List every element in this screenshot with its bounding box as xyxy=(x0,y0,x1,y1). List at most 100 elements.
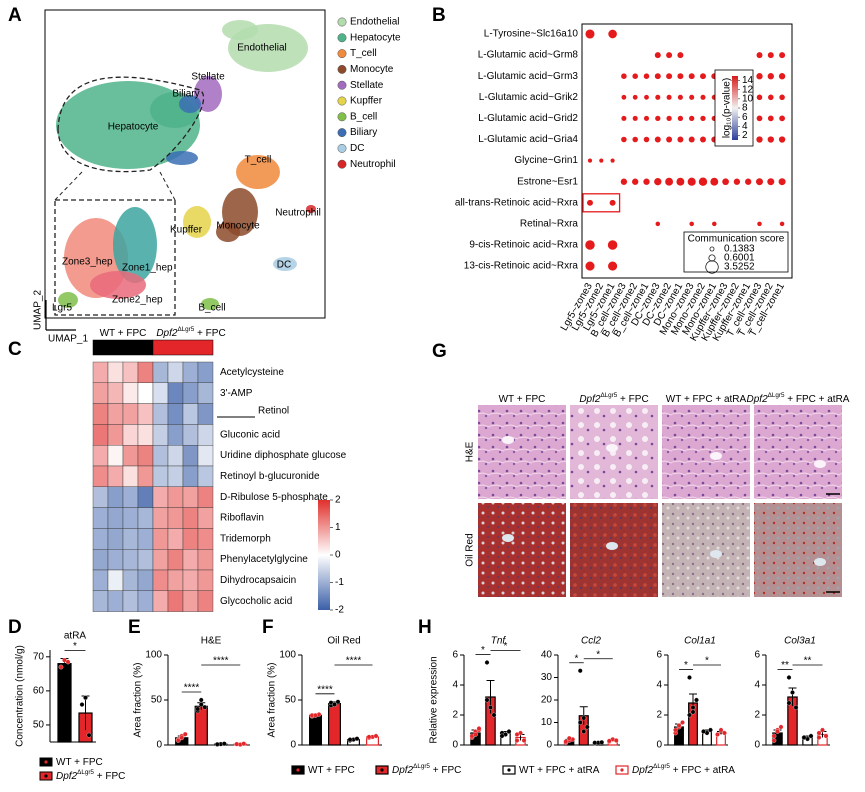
column-label: WT + FPC xyxy=(499,394,546,405)
chart-title: Ccl2 xyxy=(581,636,601,647)
row-label: D-Ribulose 5-phosphate xyxy=(220,492,328,503)
significance-label: * xyxy=(504,641,508,652)
colorbar-tick-label: 2 xyxy=(335,495,341,506)
heatmap-cell xyxy=(167,403,184,425)
data-point xyxy=(577,720,583,725)
heatmap-cell xyxy=(122,403,139,425)
data-point xyxy=(581,729,587,734)
dot xyxy=(608,29,617,39)
heatmap-cell xyxy=(92,382,109,404)
heatmap-cell xyxy=(107,507,124,529)
heatmap-cell xyxy=(167,445,184,467)
heatmap-cell xyxy=(137,590,154,612)
heatmap-cell xyxy=(197,445,214,467)
y-tick-label: 4 xyxy=(754,680,760,691)
legend-label-text: + FPC xyxy=(430,765,461,776)
heatmap-cell xyxy=(107,382,124,404)
legend-marker xyxy=(337,159,347,169)
heatmap-cell xyxy=(122,465,139,487)
legend-label: Dpf2ΔLgr5 + FPC xyxy=(56,769,125,782)
heatmap-cell xyxy=(167,465,184,487)
data-point xyxy=(506,729,512,734)
dot xyxy=(585,261,595,271)
dot xyxy=(607,240,618,250)
heatmap-cell xyxy=(107,361,124,383)
heatmap-cell xyxy=(107,590,124,612)
dot xyxy=(654,52,661,59)
column-label-text: + FPC xyxy=(617,394,648,405)
dot xyxy=(654,73,661,80)
cluster xyxy=(179,95,201,113)
dot xyxy=(778,178,786,186)
colorbar-tick-label: -2 xyxy=(335,605,344,616)
y-tick-label: 2 xyxy=(754,710,760,721)
zoom-lines xyxy=(54,171,176,201)
data-point xyxy=(577,668,583,674)
y-tick-label: 6 xyxy=(754,650,760,661)
data-point xyxy=(701,729,706,734)
significance-label: * xyxy=(73,641,77,652)
y-tick-label: 40 xyxy=(541,650,553,661)
heatmap-cell xyxy=(182,590,199,612)
legend-label: WT + FPC xyxy=(308,765,355,776)
row-label: 9-cis-Retinoic acid~Rxra xyxy=(469,240,578,251)
panel-label: B xyxy=(432,5,446,26)
data-point xyxy=(499,733,505,739)
dot xyxy=(655,115,661,122)
dot xyxy=(632,136,638,143)
column-label: WT + FPC + atRA xyxy=(666,394,747,405)
dot xyxy=(756,136,763,143)
cluster xyxy=(216,222,240,242)
size-legend-marker xyxy=(705,260,719,274)
heatmap-cell xyxy=(197,382,214,404)
heatmap-cell xyxy=(152,445,169,467)
heatmap-cell xyxy=(137,569,154,591)
dot xyxy=(677,136,684,143)
size-legend-marker xyxy=(708,254,716,262)
dot xyxy=(621,115,627,121)
vessel xyxy=(606,444,618,452)
dot xyxy=(677,115,684,122)
heatmap-cell xyxy=(122,486,139,508)
heatmap-cell xyxy=(92,590,109,612)
heatmap-cell xyxy=(197,569,214,591)
cluster-label: Endothelial xyxy=(237,43,286,54)
dot xyxy=(778,73,786,80)
heatmap-cell xyxy=(182,486,199,508)
chart-title: Col3a1 xyxy=(784,636,816,647)
y-axis-label: Area fraction (%) xyxy=(267,662,278,737)
significance-label: **** xyxy=(184,683,200,694)
dot xyxy=(756,73,763,80)
cluster-label: T_cell xyxy=(245,155,272,166)
dot xyxy=(643,178,650,185)
column-label-text: WT + FPC xyxy=(499,394,546,405)
heatmap-cell xyxy=(197,507,214,529)
heatmap-cell xyxy=(137,549,154,571)
dot xyxy=(689,221,694,227)
size-legend-frame xyxy=(683,231,789,273)
cluster-label: DC xyxy=(277,260,291,271)
legend-label: Dpf2ΔLgr5 + FPC + atRA xyxy=(632,763,735,776)
micrograph xyxy=(570,405,658,499)
heatmap-cell xyxy=(167,361,184,383)
cluster-label: Biliary xyxy=(172,89,199,100)
data-point xyxy=(687,675,692,680)
data-point xyxy=(373,733,379,739)
dot xyxy=(666,94,672,100)
row-label: Glycine~Grin1 xyxy=(514,155,578,166)
heatmap-cell xyxy=(197,528,214,550)
dot xyxy=(700,115,706,122)
legend-marker-dot xyxy=(380,768,384,772)
cluster xyxy=(236,155,280,189)
y-tick-label: 50 xyxy=(285,695,297,706)
micrograph xyxy=(662,405,750,499)
heatmap-cell xyxy=(137,424,154,446)
cluster-label: Neutrophil xyxy=(275,208,321,219)
colorbar xyxy=(732,76,738,140)
data-point xyxy=(473,732,478,737)
heatmap-cell xyxy=(197,403,214,425)
data-point xyxy=(198,702,204,707)
y-axis-label: Relative expression xyxy=(429,656,440,743)
cluster-label: Kupffer xyxy=(170,225,203,236)
data-point xyxy=(676,723,682,728)
